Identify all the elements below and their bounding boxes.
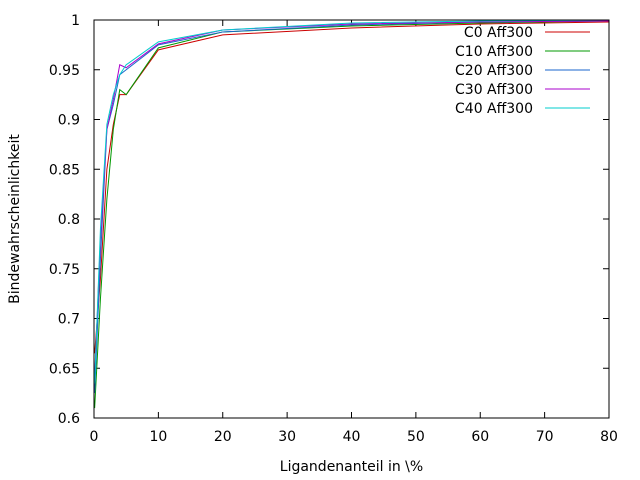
legend: C0 Aff300 C10 Aff300 C20 Aff300 C30 Aff300 C… [455, 25, 590, 117]
x-tick-label: 80 [600, 429, 618, 445]
y-tick-label: 0.95 [49, 63, 80, 79]
y-axis-label: Bindewahrscheinlichkeit [7, 134, 23, 304]
series-line-2 [94, 20, 610, 409]
plot-frame [93, 19, 610, 419]
x-tick-label: 60 [471, 429, 489, 445]
legend-label-1: C0 Aff300 [464, 25, 533, 41]
y-tick-label: 0.85 [49, 162, 80, 178]
x-tick-label: 70 [536, 429, 554, 445]
y-tick-label: 0.6 [58, 411, 80, 427]
y-tick-label: 0.75 [49, 262, 80, 278]
legend-label-4: C30 Aff300 [455, 82, 533, 98]
y-tick-label: 0.8 [58, 212, 80, 228]
x-axis-label: Ligandenanteil in \% [280, 459, 423, 475]
y-tick-label: 0.7 [58, 312, 80, 328]
y-tick-label: 0.9 [58, 113, 80, 129]
x-tick-label: 30 [278, 429, 296, 445]
legend-label-5: C40 Aff300 [455, 101, 533, 117]
x-tick-label: 20 [214, 429, 232, 445]
series-lines [94, 19, 610, 409]
y-tick-label: 1 [71, 13, 80, 29]
x-tick-label: 40 [343, 429, 361, 445]
x-tick-label: 0 [90, 429, 99, 445]
y-tick-label: 0.65 [49, 361, 80, 377]
legend-label-2: C10 Aff300 [455, 44, 533, 60]
x-tick-label: 50 [407, 429, 425, 445]
x-tick-label: 10 [149, 429, 167, 445]
series-line-5 [94, 19, 610, 384]
legend-label-3: C20 Aff300 [455, 63, 533, 79]
ticks-layer: 0 10 20 30 40 50 60 70 80 0.6 0.65 0.7 0.75 0.8 0.85 0.… [49, 13, 618, 445]
